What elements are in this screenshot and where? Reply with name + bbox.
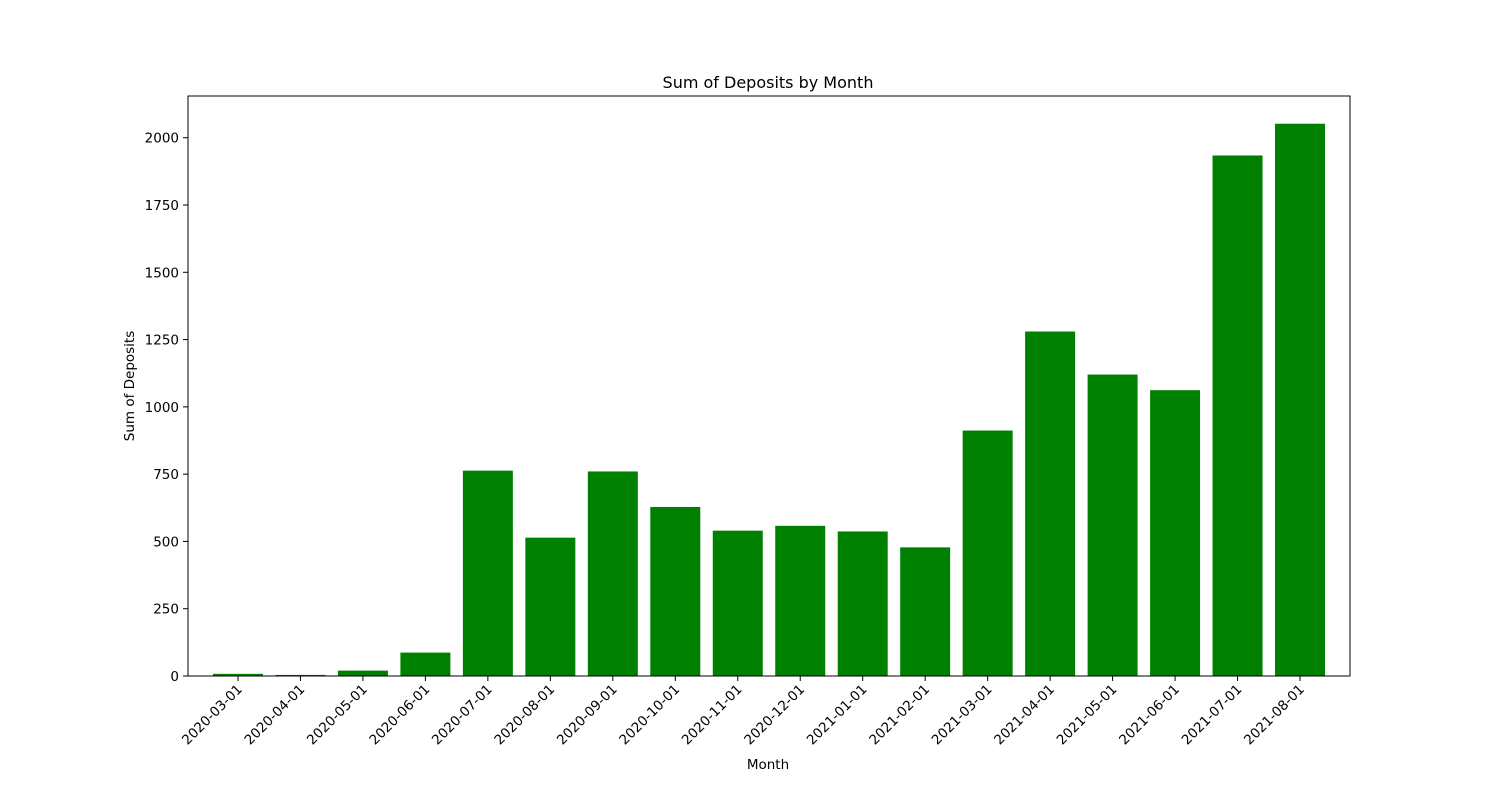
bar-2020-05-01 [337,670,388,676]
bar-2020-12-01 [775,525,826,676]
x-axis-label: Month [747,757,789,773]
bar-2021-04-01 [1025,331,1076,676]
bar-2021-03-01 [962,430,1013,676]
bar-2020-07-01 [462,470,513,676]
y-tick-label-0: 0 [170,669,179,685]
bar-2020-06-01 [400,652,451,676]
y-tick-label-1000: 1000 [145,400,179,416]
bar-2020-11-01 [712,530,763,676]
y-tick-label-750: 750 [153,467,179,483]
plot-frame [187,95,1351,677]
bar-2021-06-01 [1150,390,1201,676]
y-tick-label-2000: 2000 [145,131,179,147]
bar-2020-04-01 [275,674,326,676]
bar-2020-03-01 [212,673,263,676]
bars-group [212,123,1326,677]
y-tick-label-1250: 1250 [145,333,179,349]
y-axis-label: Sum of Deposits [122,331,138,442]
bar-2021-02-01 [900,547,951,676]
bar-2020-09-01 [587,471,638,676]
y-tick-label-1750: 1750 [145,198,179,214]
y-axis: 0 250 500 750 1000 1250 1500 1750 2000 [145,131,188,685]
y-tick-label-1500: 1500 [145,265,179,281]
bar-2021-07-01 [1212,155,1263,677]
bar-2021-08-01 [1275,123,1326,677]
bar-2020-10-01 [650,506,701,676]
bar-2021-01-01 [837,531,888,676]
y-tick-label-250: 250 [153,602,179,618]
y-tick-label-500: 500 [153,534,179,550]
chart-title: Sum of Deposits by Month [663,73,874,92]
bar-2020-08-01 [525,537,576,676]
bar-2021-05-01 [1087,374,1138,676]
